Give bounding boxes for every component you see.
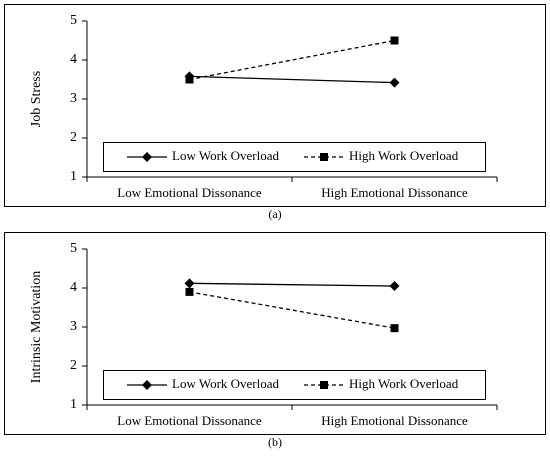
legend-label: Low Work Overload — [172, 376, 280, 391]
frame — [4, 4, 546, 207]
caption: (a) — [268, 207, 281, 221]
y-tick-label: 4 — [70, 280, 77, 295]
x-tick-label: High Emotional Dissonance — [321, 413, 468, 428]
series-line — [189, 282, 395, 287]
marker — [390, 36, 399, 45]
marker — [184, 278, 195, 289]
y-tick-label: 5 — [70, 13, 77, 28]
frame — [4, 232, 546, 435]
series-line — [189, 39, 395, 81]
legend-box — [103, 370, 486, 400]
caption: (b) — [268, 435, 282, 449]
x-tick-label: High Emotional Dissonance — [321, 185, 468, 200]
marker — [389, 77, 400, 88]
y-tick-label: 1 — [70, 397, 77, 412]
marker — [320, 153, 328, 161]
y-tick-label: 1 — [70, 169, 77, 184]
legend-box — [103, 142, 486, 172]
y-tick-label: 2 — [70, 130, 77, 145]
y-axis-label: Intrinsic Motivation — [29, 271, 44, 383]
y-axis-label: Job Stress — [29, 71, 44, 127]
y-tick-label: 2 — [70, 358, 77, 373]
marker — [390, 324, 399, 333]
marker — [389, 281, 400, 292]
marker — [142, 380, 152, 390]
marker — [320, 381, 328, 389]
marker — [142, 152, 152, 162]
marker — [185, 75, 194, 84]
series-line — [189, 291, 395, 329]
y-tick-label: 3 — [70, 319, 77, 334]
y-tick-label: 3 — [70, 91, 77, 106]
series-line — [189, 75, 395, 84]
legend-label: High Work Overload — [349, 376, 459, 391]
x-tick-label: Low Emotional Dissonance — [117, 413, 262, 428]
legend-label: High Work Overload — [349, 148, 459, 163]
y-tick-label: 4 — [70, 52, 77, 67]
legend-label: Low Work Overload — [172, 148, 280, 163]
marker — [185, 287, 194, 296]
y-tick-label: 5 — [70, 241, 77, 256]
x-tick-label: Low Emotional Dissonance — [117, 185, 262, 200]
